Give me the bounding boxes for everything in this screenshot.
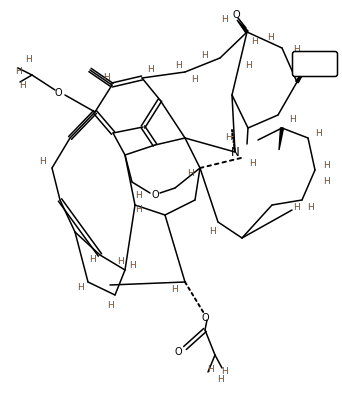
Text: H: H <box>172 285 179 294</box>
Text: H: H <box>252 37 258 46</box>
Text: O: O <box>201 313 209 323</box>
Text: H: H <box>267 33 273 42</box>
FancyBboxPatch shape <box>292 51 338 77</box>
Text: Abs: Abs <box>305 59 325 69</box>
Text: H: H <box>192 75 198 84</box>
Text: H: H <box>18 81 25 90</box>
Text: H: H <box>294 204 300 213</box>
Text: H: H <box>175 61 181 70</box>
Text: H: H <box>245 61 251 70</box>
Text: O: O <box>174 347 182 357</box>
Text: H: H <box>307 204 313 213</box>
Text: H: H <box>77 283 83 292</box>
Text: H: H <box>289 116 295 125</box>
Text: H: H <box>39 158 45 167</box>
Text: H: H <box>207 365 213 375</box>
Text: H: H <box>89 255 95 264</box>
Text: H: H <box>202 50 208 59</box>
Text: H: H <box>221 15 227 24</box>
Text: H: H <box>104 72 110 81</box>
Polygon shape <box>296 70 305 83</box>
Text: H: H <box>210 228 216 237</box>
Text: H: H <box>15 68 21 77</box>
Text: N: N <box>231 145 239 158</box>
Text: H: H <box>187 169 193 178</box>
Text: H: H <box>293 46 299 55</box>
Text: H: H <box>107 301 114 310</box>
Text: O: O <box>232 10 240 20</box>
Polygon shape <box>237 20 248 33</box>
Polygon shape <box>279 128 284 150</box>
Text: H: H <box>324 160 330 169</box>
Text: H: H <box>117 257 123 266</box>
Text: H: H <box>135 206 141 215</box>
Text: H: H <box>222 367 228 376</box>
Text: H: H <box>130 261 136 270</box>
Text: O: O <box>54 88 62 98</box>
Text: O: O <box>151 190 159 200</box>
Text: H: H <box>25 55 31 64</box>
Text: H: H <box>135 191 141 200</box>
Text: H: H <box>225 134 232 143</box>
Text: H: H <box>315 129 321 138</box>
Text: H: H <box>307 64 314 72</box>
Text: H: H <box>216 375 223 384</box>
Text: H: H <box>147 66 153 75</box>
Text: H: H <box>324 178 330 187</box>
Text: H: H <box>250 160 256 169</box>
